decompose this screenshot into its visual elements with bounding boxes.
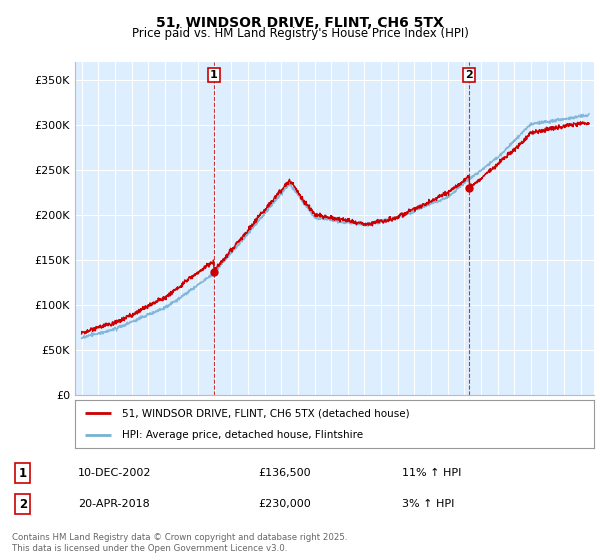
Text: £230,000: £230,000 [258,499,311,509]
Text: Contains HM Land Registry data © Crown copyright and database right 2025.
This d: Contains HM Land Registry data © Crown c… [12,533,347,553]
Text: 20-APR-2018: 20-APR-2018 [78,499,150,509]
Text: 11% ↑ HPI: 11% ↑ HPI [402,468,461,478]
Text: 2: 2 [19,497,27,511]
Text: 2: 2 [466,70,473,80]
Text: £136,500: £136,500 [258,468,311,478]
Text: 1: 1 [210,70,218,80]
Text: 3% ↑ HPI: 3% ↑ HPI [402,499,454,509]
Text: HPI: Average price, detached house, Flintshire: HPI: Average price, detached house, Flin… [122,430,363,440]
Text: 51, WINDSOR DRIVE, FLINT, CH6 5TX: 51, WINDSOR DRIVE, FLINT, CH6 5TX [156,16,444,30]
Text: 10-DEC-2002: 10-DEC-2002 [78,468,151,478]
Text: Price paid vs. HM Land Registry's House Price Index (HPI): Price paid vs. HM Land Registry's House … [131,27,469,40]
Text: 51, WINDSOR DRIVE, FLINT, CH6 5TX (detached house): 51, WINDSOR DRIVE, FLINT, CH6 5TX (detac… [122,408,409,418]
Text: 1: 1 [19,466,27,480]
